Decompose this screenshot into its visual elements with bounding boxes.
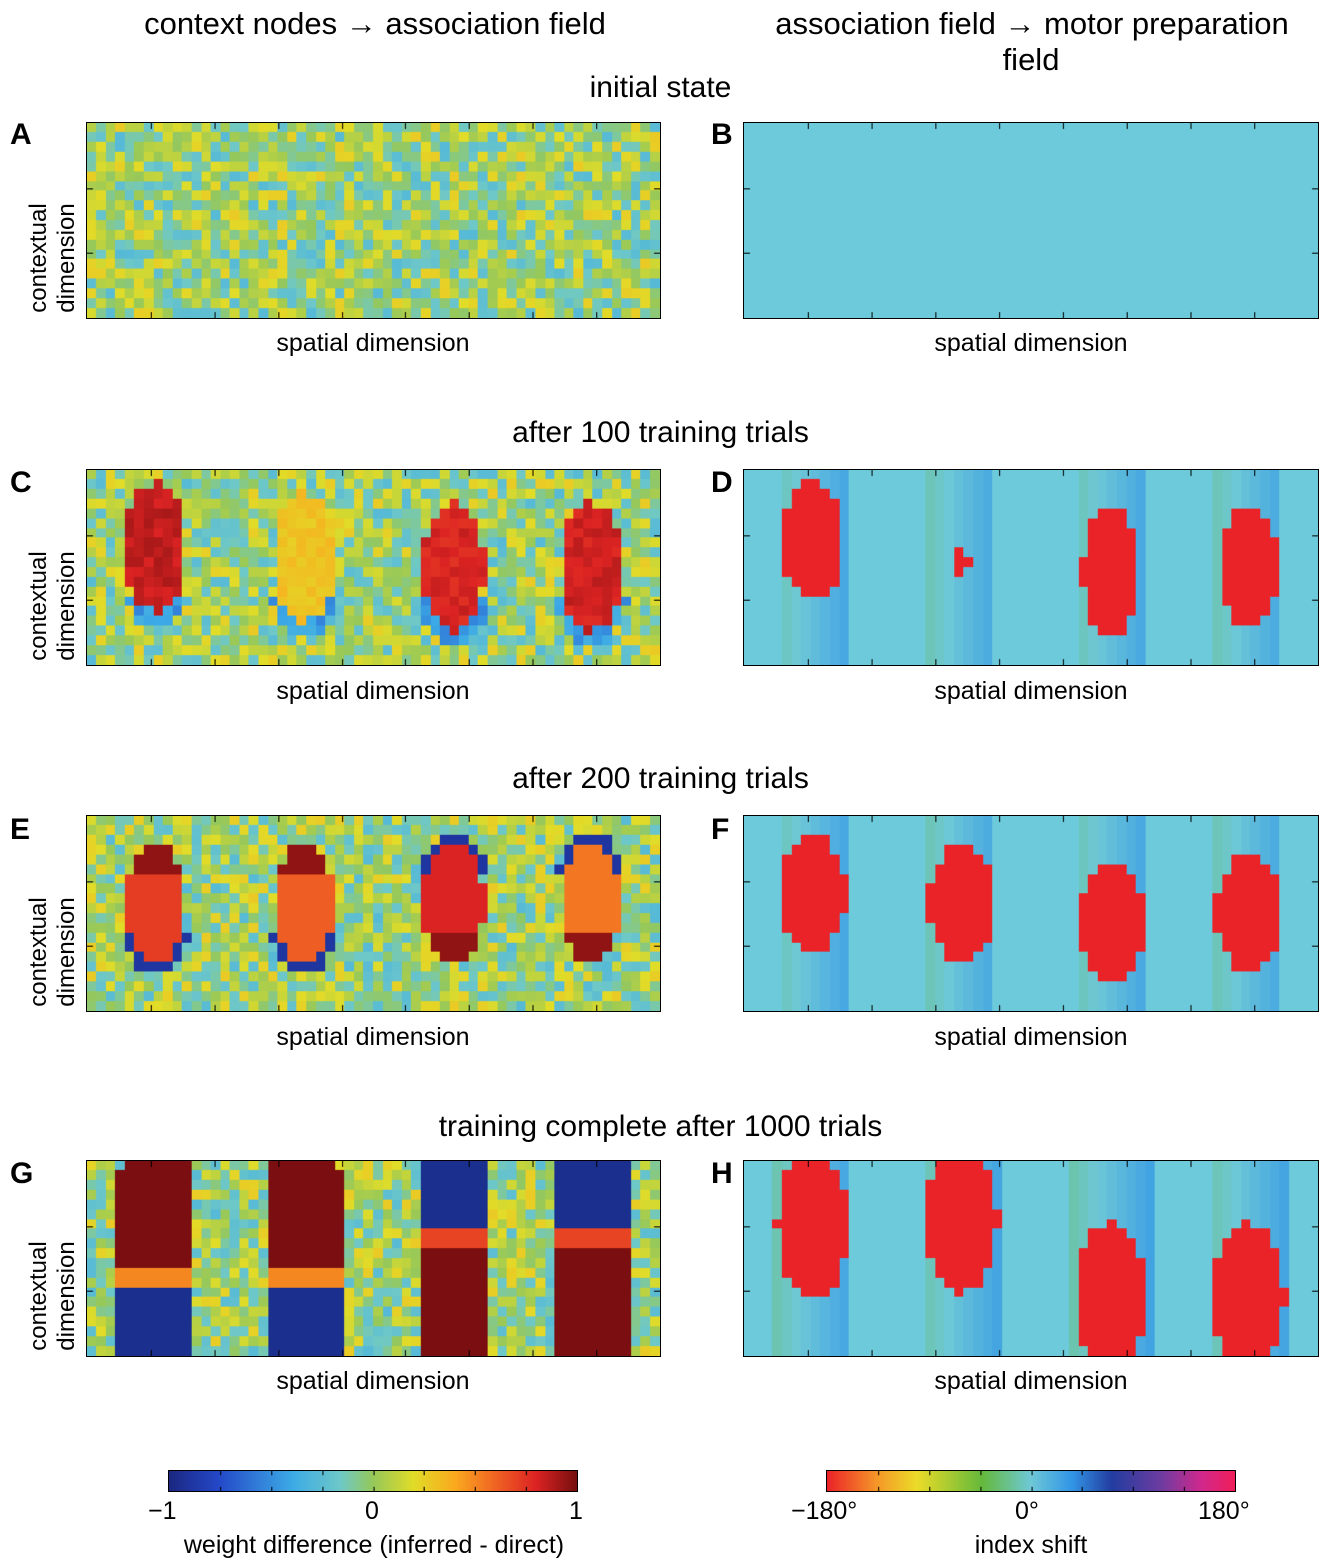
heatmap-panel-f: [743, 815, 1319, 1012]
y-axis-label-c: contextual dimension: [25, 551, 80, 661]
colorbar-weight-mid: 0: [365, 1497, 379, 1525]
x-axis-label-d: spatial dimension: [934, 677, 1128, 705]
x-axis-label-b: spatial dimension: [934, 329, 1128, 357]
panel-letter-e: E: [10, 813, 31, 846]
colorbar-weight: [168, 1470, 578, 1492]
heatmap-panel-d: [743, 469, 1319, 666]
left-column-title: context nodes → association field: [144, 6, 606, 41]
y-axis-label-a: contextual dimension: [25, 203, 80, 313]
row-title-initial: initial state: [589, 71, 732, 104]
colorbar-index-label: index shift: [974, 1531, 1088, 1559]
row-title-100: after 100 training trials: [512, 416, 809, 449]
x-axis-label-f: spatial dimension: [934, 1023, 1128, 1051]
x-axis-label-c: spatial dimension: [276, 677, 470, 705]
y-axis-label-e: contextual dimension: [25, 897, 80, 1007]
panel-letter-d: D: [711, 466, 733, 499]
colorbar-weight-max: 1: [569, 1497, 583, 1525]
panel-letter-a: A: [10, 118, 32, 151]
colorbar-index-shift: [826, 1470, 1236, 1492]
panel-letter-c: C: [10, 466, 32, 499]
x-axis-label-a: spatial dimension: [276, 329, 470, 357]
heatmap-panel-c: [86, 469, 661, 666]
x-axis-label-e: spatial dimension: [276, 1023, 470, 1051]
row-title-200: after 200 training trials: [512, 762, 809, 795]
heatmap-panel-b: [743, 122, 1319, 319]
panel-letter-h: H: [711, 1157, 733, 1190]
colorbar-index-min: −180°: [791, 1497, 858, 1525]
colorbar-index-mid: 0°: [1015, 1497, 1039, 1525]
colorbar-weight-min: −1: [148, 1497, 177, 1525]
x-axis-label-g: spatial dimension: [276, 1367, 470, 1395]
right-column-title-line2: field: [1002, 42, 1060, 77]
heatmap-panel-a: [86, 122, 661, 319]
panel-letter-b: B: [711, 118, 733, 151]
y-axis-label-g: contextual dimension: [25, 1241, 80, 1351]
heatmap-panel-g: [86, 1160, 661, 1357]
colorbar-index-max: 180°: [1198, 1497, 1250, 1525]
heatmap-panel-h: [743, 1160, 1319, 1357]
panel-letter-f: F: [711, 813, 730, 846]
panel-letter-g: G: [10, 1157, 34, 1190]
right-column-title-line1: association field → motor preparation: [775, 6, 1289, 41]
heatmap-panel-e: [86, 815, 661, 1012]
x-axis-label-h: spatial dimension: [934, 1367, 1128, 1395]
row-title-1000: training complete after 1000 trials: [438, 1110, 883, 1143]
colorbar-weight-label: weight difference (inferred - direct): [183, 1531, 565, 1559]
